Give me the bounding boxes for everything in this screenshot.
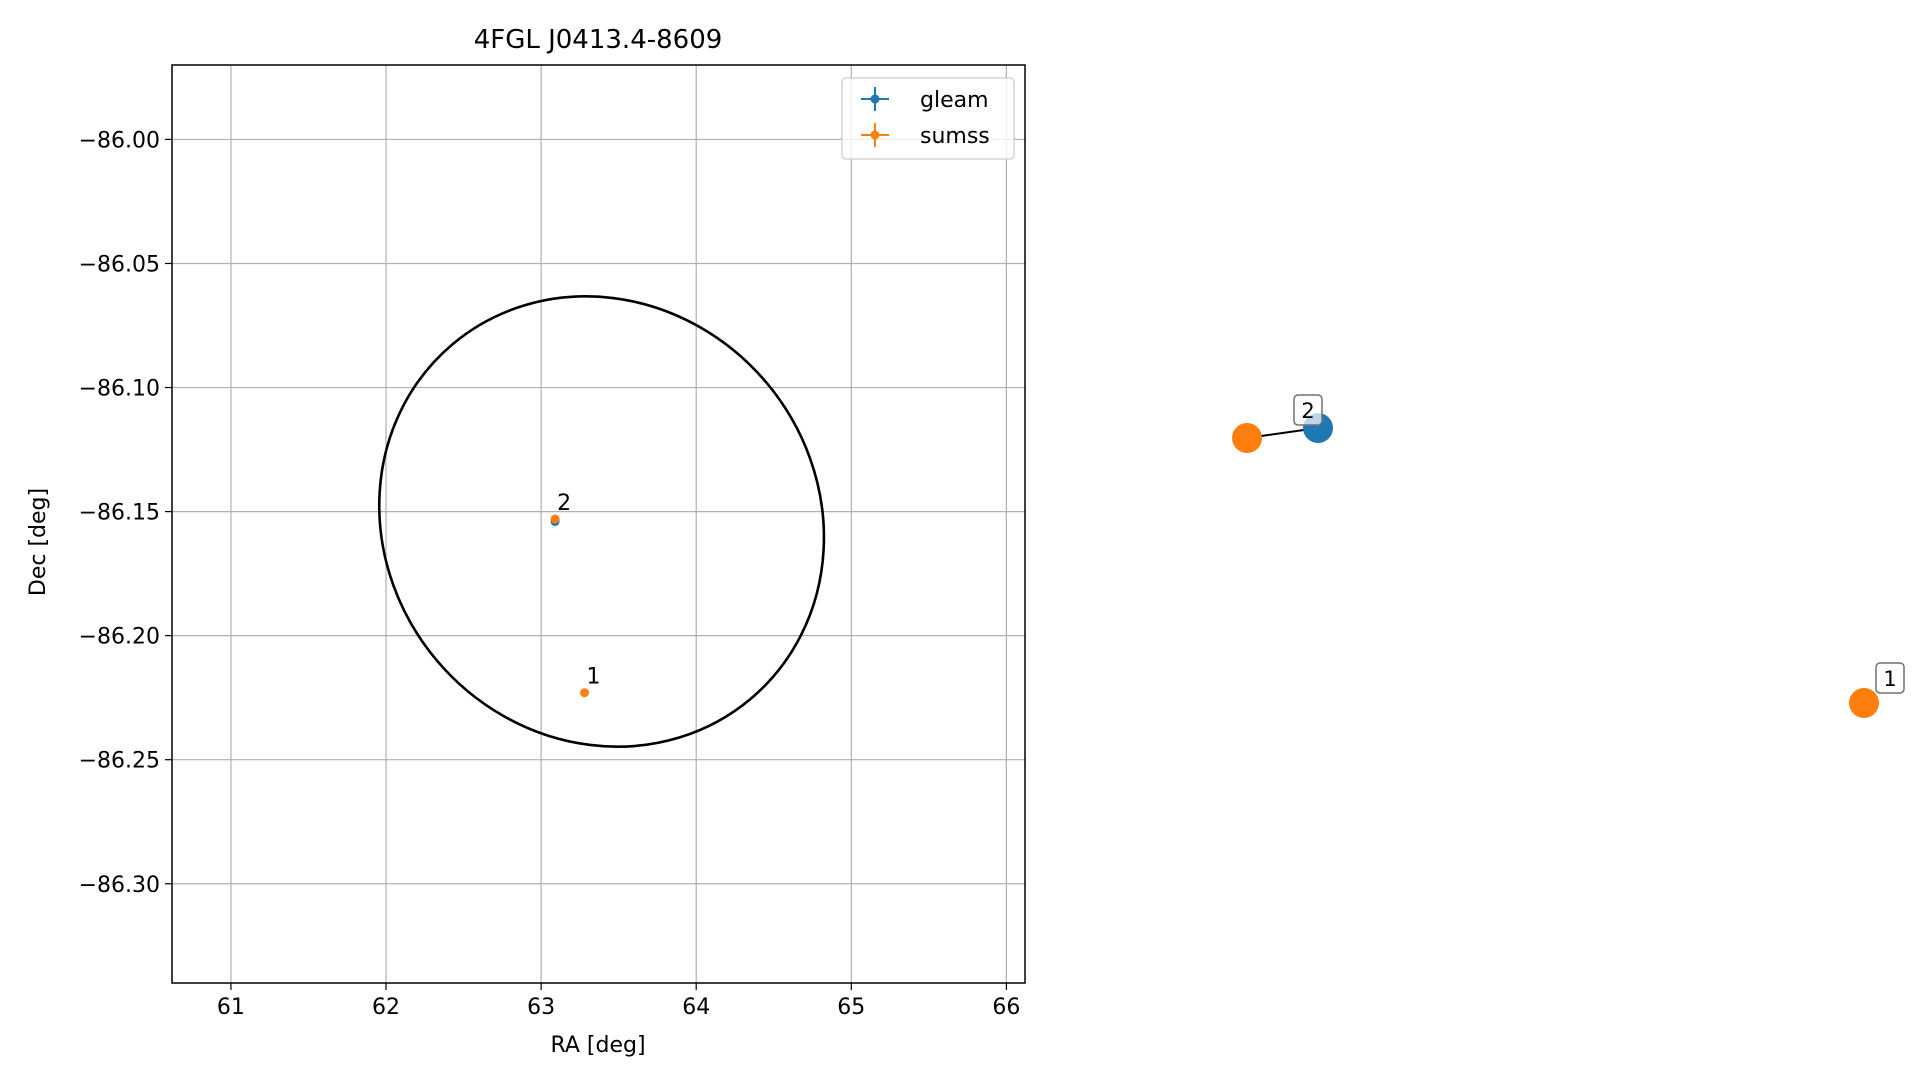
point-label-2: 2 (557, 491, 571, 516)
y-axis-ticks: −86.00 −86.05 −86.10 −86.15 −86.20 −86.25 −86.… (79, 128, 172, 898)
y-tick-label: −86.20 (79, 625, 160, 650)
legend-marker-sumss (861, 123, 889, 147)
legend-label-sumss: sumss (920, 124, 990, 149)
graph-node-sumss-1 (1849, 688, 1879, 718)
y-tick-label: −86.10 (79, 377, 160, 402)
y-tick-label: −86.15 (79, 501, 160, 526)
x-tick-label: 63 (527, 995, 555, 1020)
point-label-1: 1 (587, 665, 601, 690)
point-sumss-2 (550, 514, 560, 524)
point-sumss-1 (580, 688, 590, 698)
graph-node-sumss-2 (1232, 423, 1262, 453)
legend: gleam sumss (841, 77, 1015, 160)
x-axis-label: RA [deg] (550, 1033, 645, 1058)
chart-title: 4FGL J0413.4-8609 (474, 25, 723, 55)
y-tick-label: −86.00 (79, 128, 160, 153)
x-tick-label: 64 (682, 995, 710, 1020)
error-ellipse-outline (377, 295, 826, 748)
sky-plot: 4FGL J0413.4-8609 12 61 62 63 64 65 66 −86.00… (26, 25, 1026, 1058)
graph-node-label-2-text: 2 (1301, 399, 1314, 423)
x-tick-label: 65 (837, 995, 865, 1020)
data-points: 12 (550, 491, 601, 698)
y-tick-label: −86.05 (79, 252, 160, 277)
plot-frame (171, 64, 1026, 984)
x-tick-label: 61 (217, 995, 245, 1020)
grid-lines (172, 65, 1025, 983)
x-tick-label: 62 (372, 995, 400, 1020)
x-tick-label: 66 (992, 995, 1020, 1020)
error-ellipse (377, 295, 826, 748)
graph-node-label-1-text: 1 (1883, 667, 1896, 691)
x-axis-ticks: 61 62 63 64 65 66 (217, 983, 1020, 1020)
legend-marker-gleam (861, 87, 889, 111)
legend-label-gleam: gleam (920, 88, 989, 113)
graph-node-label-1: 1 (1875, 662, 1905, 694)
y-axis-label: Dec [deg] (26, 488, 51, 596)
y-tick-label: −86.25 (79, 749, 160, 774)
association-graph: 2 1 (1232, 394, 1905, 718)
y-tick-label: −86.30 (79, 873, 160, 898)
graph-node-label-2: 2 (1293, 394, 1323, 426)
